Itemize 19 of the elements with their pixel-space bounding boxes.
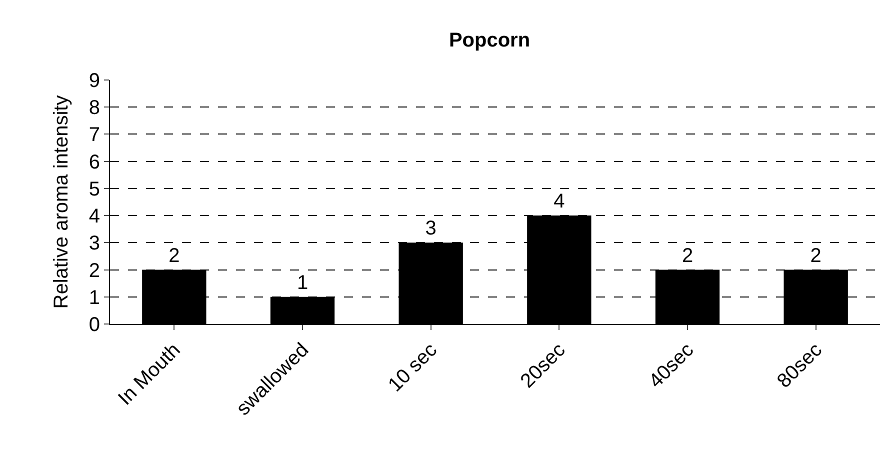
data-label: 2 (810, 244, 822, 267)
y-tick-label: 0 (88, 314, 100, 336)
data-label: 4 (554, 190, 565, 213)
y-tick-label: 2 (88, 260, 100, 282)
y-tick-label: 7 (88, 124, 100, 146)
y-tick-label: 4 (88, 206, 100, 228)
chart-title: Popcorn (448, 29, 530, 52)
y-tick-label: 3 (88, 232, 100, 255)
data-label: 1 (296, 272, 308, 294)
data-label: 3 (425, 218, 436, 240)
y-tick-label: 6 (88, 151, 100, 174)
x-tick-label: 10 sec (384, 339, 442, 396)
y-axis-title: Relative aroma intensity (50, 95, 72, 309)
data-label: 2 (682, 244, 694, 267)
y-tick-label: 8 (88, 97, 100, 120)
y-tick-label: 9 (88, 70, 100, 92)
y-tick-label: 1 (88, 286, 100, 309)
data-label: 2 (168, 244, 180, 267)
y-tick-label: 5 (88, 178, 100, 200)
